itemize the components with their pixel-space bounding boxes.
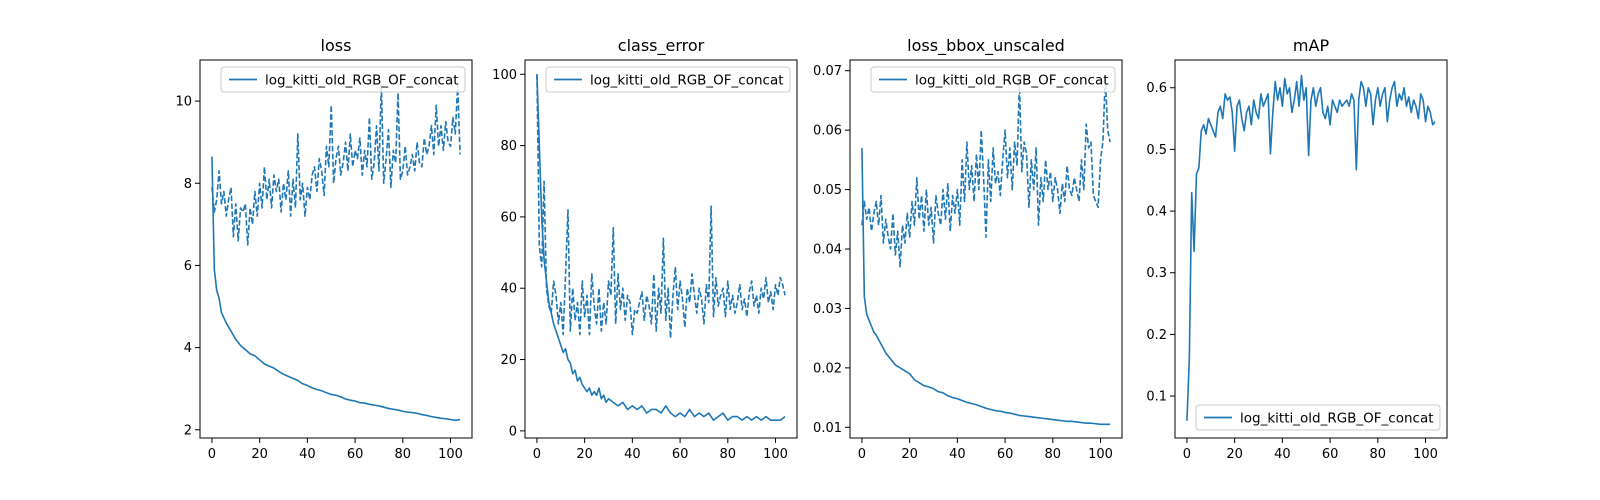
legend-label: log_kitti_old_RGB_OF_concat: [265, 73, 459, 89]
x-tick-label: 20: [1226, 447, 1243, 462]
y-tick-label: 0.07: [813, 64, 842, 79]
x-tick-label: 0: [533, 447, 541, 462]
x-tick-label: 100: [1088, 447, 1113, 462]
x-tick-label: 80: [1045, 447, 1062, 462]
y-tick-label: 0: [509, 424, 517, 439]
y-tick-label: 0.2: [1146, 328, 1167, 343]
y-tick-label: 8: [184, 177, 192, 192]
x-tick-label: 40: [624, 447, 641, 462]
y-tick-label: 0.3: [1146, 266, 1167, 281]
y-tick-label: 0.04: [813, 243, 842, 258]
x-tick-label: 40: [1274, 447, 1291, 462]
x-tick-label: 80: [720, 447, 737, 462]
x-tick-label: 20: [901, 447, 918, 462]
series-line-solid: [536, 74, 786, 421]
y-tick-label: 6: [184, 259, 192, 274]
subplot-4: mAP 0 20 40 60 80 100 0.1 0.2 0.3 0.4 0.5 0.6 log_kit…: [1146, 36, 1448, 462]
subplot-title: mAP: [1293, 36, 1330, 55]
subplot-title: loss_bbox_unscaled: [907, 36, 1065, 56]
series-line-solid: [211, 156, 461, 422]
x-tick-label: 60: [347, 447, 364, 462]
x-tick-label: 0: [1183, 447, 1191, 462]
y-tick-label: 0.5: [1146, 143, 1167, 158]
y-tick-label: 20: [500, 353, 517, 368]
x-tick-label: 60: [672, 447, 689, 462]
legend: log_kitti_old_RGB_OF_concat: [220, 66, 466, 93]
plot-frame: [524, 59, 798, 439]
x-tick-label: 20: [251, 447, 268, 462]
legend: log_kitti_old_RGB_OF_concat: [1195, 404, 1441, 431]
legend-box: [1195, 404, 1441, 431]
y-tick-label: 0.1: [1146, 390, 1167, 405]
x-tick-label: 80: [395, 447, 412, 462]
y-tick-label: 0.05: [813, 183, 842, 198]
y-tick-label: 10: [175, 95, 192, 110]
legend-label: log_kitti_old_RGB_OF_concat: [590, 73, 784, 89]
y-tick-label: 0.02: [813, 361, 842, 376]
legend-box: [220, 66, 466, 93]
legend-box: [870, 66, 1116, 93]
x-tick-label: 20: [576, 447, 593, 462]
series-line-solid: [861, 147, 1111, 426]
x-tick-label: 60: [1322, 447, 1339, 462]
x-tick-label: 0: [208, 447, 216, 462]
y-tick-label: 2: [184, 423, 192, 438]
legend: log_kitti_old_RGB_OF_concat: [545, 66, 791, 93]
subplot-title: class_error: [618, 36, 705, 56]
x-tick-label: 40: [299, 447, 316, 462]
x-tick-label: 80: [1370, 447, 1387, 462]
legend-box: [545, 66, 791, 93]
y-tick-label: 0.4: [1146, 205, 1167, 220]
series-line-dashed: [211, 83, 461, 246]
plot-frame: [1174, 59, 1448, 439]
y-tick-label: 80: [500, 139, 517, 154]
y-tick-label: 0.01: [813, 421, 842, 436]
y-tick-label: 0.03: [813, 302, 842, 317]
y-tick-label: 40: [500, 282, 517, 297]
y-tick-label: 0.6: [1146, 81, 1167, 96]
x-tick-label: 100: [763, 447, 788, 462]
plot-frame: [199, 59, 473, 439]
x-tick-label: 100: [438, 447, 463, 462]
y-tick-label: 60: [500, 210, 517, 225]
subplot-3: loss_bbox_unscaled 0 20 40 60 80 100 0.01 0.02 0.…: [813, 36, 1123, 462]
y-tick-label: 0.06: [813, 124, 842, 139]
series-line-dashed: [536, 74, 786, 339]
subplot-2: class_error 0 20 40 60 80 100 0 20 40 60 80 100 log_k…: [492, 36, 798, 462]
x-tick-label: 100: [1413, 447, 1438, 462]
y-tick-label: 100: [492, 68, 517, 83]
x-tick-label: 0: [858, 447, 866, 462]
x-tick-label: 60: [997, 447, 1014, 462]
legend: log_kitti_old_RGB_OF_concat: [870, 66, 1116, 93]
series-line-solid: [1186, 74, 1436, 421]
legend-label: log_kitti_old_RGB_OF_concat: [1240, 411, 1434, 427]
subplot-1: loss 0 20 40 60 80 100 2 4 6 8 10 log_kitti_old_RGB_…: [175, 36, 473, 462]
x-tick-label: 40: [949, 447, 966, 462]
series-line-dashed: [861, 75, 1111, 268]
subplot-title: loss: [321, 36, 352, 55]
y-tick-label: 4: [184, 341, 192, 356]
legend-label: log_kitti_old_RGB_OF_concat: [915, 73, 1109, 89]
